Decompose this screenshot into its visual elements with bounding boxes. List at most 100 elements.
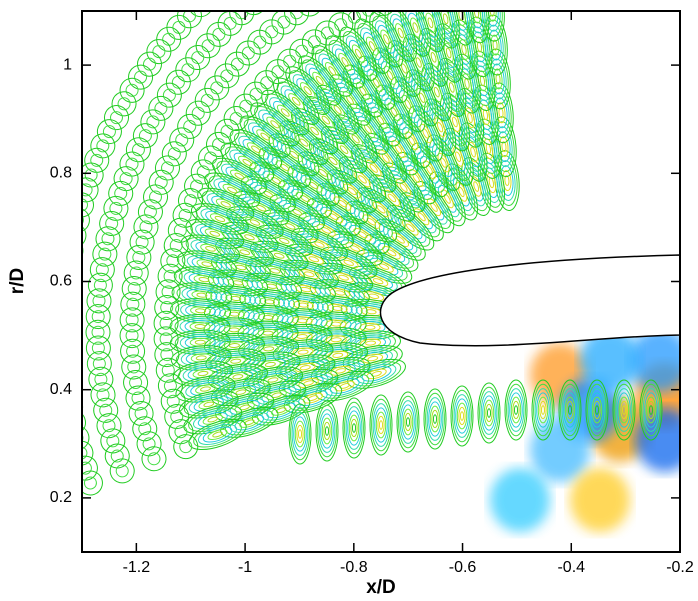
contour-line [399, 182, 408, 193]
contour-line [243, 81, 269, 107]
contour-line [427, 17, 434, 29]
contour-line [332, 352, 344, 358]
contour-line [470, 146, 476, 158]
contour-line [190, 179, 204, 193]
contour-line [302, 392, 324, 404]
contour-line [618, 396, 630, 424]
contour-line [174, 316, 226, 338]
contour-line [94, 372, 108, 386]
contour-line [271, 65, 285, 79]
contour-line [96, 119, 122, 145]
contour-field [67, 11, 680, 532]
contour-line [82, 455, 98, 481]
x-tick-label: -0.6 [449, 559, 477, 576]
contour-line [114, 186, 128, 200]
contour-line [347, 187, 357, 196]
contour-line [377, 415, 385, 435]
contour-line [138, 422, 152, 436]
contour-line [166, 394, 180, 408]
contour-line [264, 361, 276, 368]
contour-line [131, 143, 145, 157]
contour-line [506, 383, 526, 437]
contour-line [157, 263, 183, 289]
contour-line [509, 392, 523, 428]
contour-line [82, 213, 84, 227]
contour-line [119, 307, 145, 333]
contour-line [159, 316, 173, 330]
contour-line [430, 202, 438, 212]
contour-line [330, 321, 342, 327]
contour-line [139, 220, 153, 234]
contour-line [464, 78, 470, 90]
y-tick-label: 1 [63, 56, 72, 73]
contour-line [335, 368, 346, 374]
contour-line [431, 409, 439, 429]
contour-line [260, 132, 270, 141]
contour-line [303, 271, 315, 278]
contour-line [297, 349, 309, 355]
contour-line [404, 412, 412, 432]
contour-line [146, 39, 172, 65]
contour-line [128, 64, 154, 90]
contour-line [615, 388, 633, 432]
contour-line [160, 388, 186, 414]
contour-line [329, 378, 360, 394]
contour-line [366, 217, 377, 226]
contour-line [285, 223, 296, 230]
contour-line [147, 452, 161, 466]
contour-line [365, 309, 377, 315]
contour-line [198, 276, 210, 283]
contour-line [82, 222, 87, 248]
contour-line [228, 327, 240, 333]
contour-line [587, 383, 607, 437]
contour-line [177, 188, 203, 214]
contour-line [566, 400, 574, 420]
contour-line [134, 70, 148, 84]
contour-line [166, 254, 180, 268]
contour-line [270, 120, 280, 129]
contour-line [331, 305, 343, 311]
contour-line [96, 139, 110, 153]
contour-line [154, 175, 168, 189]
contour-line [398, 395, 418, 449]
contour-line [188, 419, 247, 450]
contour-line [131, 391, 145, 405]
contour-line [239, 416, 260, 428]
contour-line [125, 83, 139, 97]
contour-line [512, 400, 520, 420]
contour-line [534, 388, 552, 432]
contour-line [412, 22, 419, 33]
contour-line [92, 294, 106, 308]
contour-line [303, 253, 324, 265]
contour-line [134, 406, 148, 420]
contour-line [191, 51, 205, 65]
contour-line [365, 340, 377, 346]
contour-line [161, 141, 187, 167]
contour-line [291, 96, 301, 106]
contour-line [102, 419, 116, 433]
contour-line [164, 404, 190, 430]
contour-line [375, 411, 387, 439]
contour-line [480, 391, 498, 435]
contour-line [408, 135, 416, 146]
contour-line [154, 101, 168, 115]
contour-line [417, 212, 426, 222]
contour-line [262, 330, 274, 336]
contour-line [297, 429, 303, 439]
contour-blob [570, 468, 630, 532]
contour-blob [490, 468, 550, 532]
contour-line [157, 373, 183, 399]
contour-line [588, 388, 606, 432]
contour-line [125, 157, 139, 171]
contour-line [303, 86, 312, 96]
contour-line [244, 419, 255, 426]
contour-line [67, 228, 81, 242]
contour-line [210, 81, 224, 95]
contour-line [212, 431, 223, 438]
contour-line [228, 311, 240, 317]
contour-line [132, 250, 146, 264]
contour-line [426, 134, 461, 191]
contour-line [442, 13, 449, 25]
contour-line [648, 405, 654, 415]
